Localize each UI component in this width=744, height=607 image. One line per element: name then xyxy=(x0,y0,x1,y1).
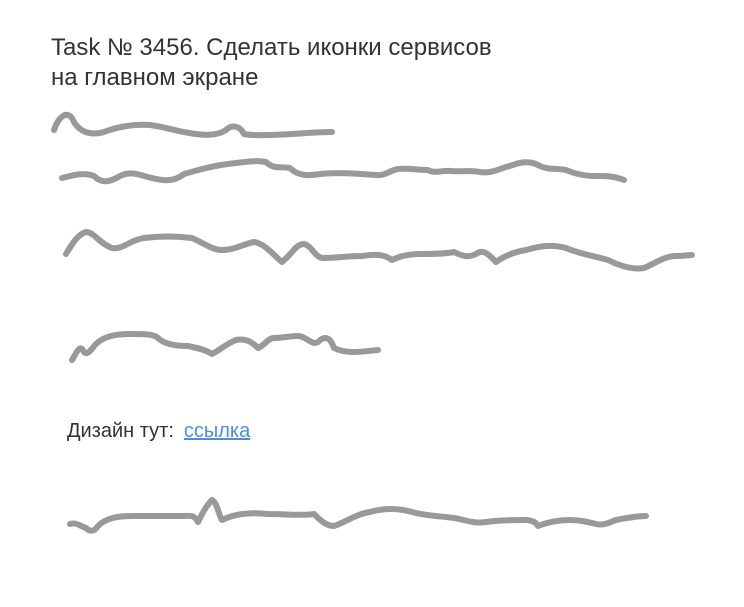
task-title-line-2: на главном экране xyxy=(51,64,259,91)
design-link[interactable]: ссылка xyxy=(183,420,251,442)
scribble-line-1 xyxy=(51,111,335,139)
scribble-line-5 xyxy=(67,497,649,534)
design-label: Дизайн тут: xyxy=(67,420,174,442)
task-title: Task № 3456. Сделать иконки сервисов на … xyxy=(51,33,691,93)
task-title-line-1: Task № 3456. Сделать иконки сервисов xyxy=(51,34,492,61)
scribble-line-2 xyxy=(59,158,627,185)
scribble-line-4 xyxy=(69,331,381,363)
scribble-line-3 xyxy=(63,229,695,272)
design-link-row: Дизайн тут: ссылка xyxy=(67,419,250,443)
